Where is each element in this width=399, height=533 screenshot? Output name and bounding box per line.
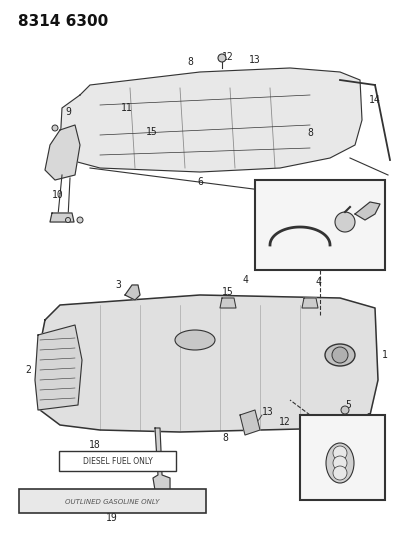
- Text: 8: 8: [222, 433, 228, 443]
- Text: 4: 4: [242, 275, 248, 285]
- Circle shape: [333, 466, 347, 480]
- Text: DIESEL FUEL ONLY: DIESEL FUEL ONLY: [83, 457, 153, 466]
- Text: 17: 17: [356, 455, 368, 465]
- Text: 6: 6: [365, 413, 371, 423]
- FancyBboxPatch shape: [300, 415, 385, 500]
- Polygon shape: [355, 202, 380, 220]
- Text: OUTLINED GASOLINE ONLY: OUTLINED GASOLINE ONLY: [65, 499, 159, 505]
- Circle shape: [333, 446, 347, 460]
- Text: 18: 18: [89, 440, 101, 450]
- Text: 6: 6: [197, 177, 203, 187]
- Text: 1: 1: [382, 350, 388, 360]
- Text: 13: 13: [262, 407, 274, 417]
- Text: 11: 11: [121, 103, 133, 113]
- Polygon shape: [35, 325, 82, 410]
- Text: 14: 14: [369, 95, 381, 105]
- Text: 16: 16: [316, 424, 328, 434]
- Text: 15: 15: [146, 127, 158, 137]
- FancyBboxPatch shape: [255, 180, 385, 270]
- Circle shape: [366, 416, 374, 424]
- Ellipse shape: [326, 443, 354, 483]
- Polygon shape: [153, 428, 170, 490]
- Polygon shape: [240, 410, 260, 435]
- Text: 8: 8: [307, 128, 313, 138]
- Polygon shape: [45, 125, 80, 180]
- Text: 19: 19: [106, 513, 118, 523]
- Circle shape: [77, 217, 83, 223]
- Polygon shape: [60, 68, 362, 172]
- Text: 3: 3: [115, 280, 121, 290]
- Circle shape: [218, 54, 226, 62]
- Text: 5: 5: [345, 400, 351, 410]
- Polygon shape: [302, 298, 318, 308]
- Polygon shape: [125, 285, 140, 300]
- Circle shape: [52, 125, 58, 131]
- Text: 21: 21: [339, 210, 351, 220]
- FancyBboxPatch shape: [19, 489, 206, 513]
- Text: 4: 4: [315, 277, 321, 287]
- Text: 12: 12: [222, 52, 234, 62]
- Text: 13: 13: [249, 55, 261, 65]
- Polygon shape: [220, 298, 236, 308]
- Text: 9: 9: [65, 107, 71, 117]
- Text: 15: 15: [222, 287, 234, 297]
- Polygon shape: [38, 295, 378, 432]
- Circle shape: [65, 217, 71, 222]
- Circle shape: [341, 406, 349, 414]
- Text: 8314 6300: 8314 6300: [18, 14, 108, 29]
- Circle shape: [333, 456, 347, 470]
- Text: 10: 10: [52, 190, 64, 200]
- FancyBboxPatch shape: [59, 451, 176, 471]
- Circle shape: [335, 212, 355, 232]
- Text: 2: 2: [25, 365, 31, 375]
- Circle shape: [332, 347, 348, 363]
- Polygon shape: [50, 213, 74, 222]
- Text: 8: 8: [187, 57, 193, 67]
- Text: 22: 22: [289, 247, 301, 257]
- Ellipse shape: [325, 344, 355, 366]
- Text: 12: 12: [279, 417, 291, 427]
- Text: 20: 20: [361, 187, 373, 197]
- Text: 7: 7: [160, 490, 166, 500]
- Ellipse shape: [175, 330, 215, 350]
